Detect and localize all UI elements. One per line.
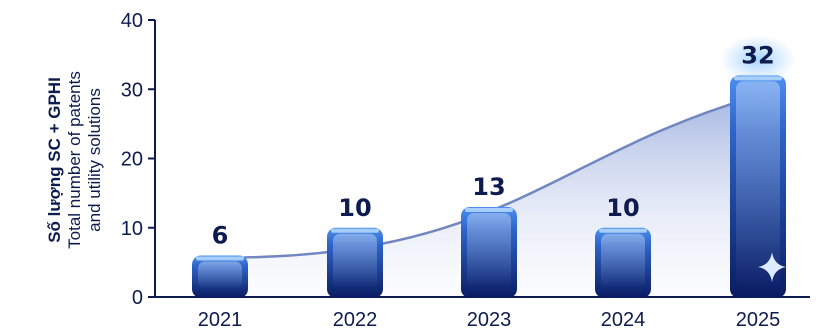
y-tick-label: 40 [121,10,143,32]
y-tick-label: 30 [121,79,143,101]
y-tick-label: 0 [132,287,143,309]
data-label-2021: 6 [212,221,229,249]
y-tick-label: 10 [121,218,143,240]
bar-top-shine [196,256,244,261]
x-tick-label: 2023 [467,309,512,331]
bar-highlight [601,233,645,289]
y-axis-label-line1: Số lượng SC + GPHI [45,77,64,243]
bar-2023 [461,206,517,298]
bar-top-shine [465,207,513,212]
x-tick-label: 2024 [601,309,646,331]
bar-2021 [192,255,248,298]
y-axis-label: Số lượng SC + GPHI Total number of paten… [45,71,104,249]
bar-highlight [198,261,242,289]
bar-highlight [736,81,780,290]
y-axis-label-line2: Total number of patents [65,71,84,249]
y-axis-label-line3: and utility solutions [85,88,104,232]
bar-2022 [327,227,383,298]
bar-highlight [333,233,377,289]
x-tick-label: 2022 [333,309,378,331]
x-axis-ticks: 2021 2022 2023 2024 2025 [198,309,781,331]
y-tick-label: 20 [121,149,143,171]
bar-top-shine [331,228,379,233]
data-label-2024: 10 [606,194,639,222]
bar-highlight [467,212,511,289]
bar-2024 [595,227,651,298]
x-tick-label: 2021 [198,309,243,331]
sparkle-icon [758,252,786,282]
bar-glow [720,35,796,84]
x-tick-label: 2025 [736,309,781,331]
bar-top-shine [599,228,647,233]
data-label-2025: 32 [741,41,774,69]
data-labels: 6 10 13 10 32 [212,41,775,249]
bars [192,35,796,299]
data-label-2023: 13 [472,173,505,201]
y-axis-ticks: 0 10 20 30 40 [121,10,155,309]
data-label-2022: 10 [338,194,371,222]
bar-2025 [720,35,796,299]
